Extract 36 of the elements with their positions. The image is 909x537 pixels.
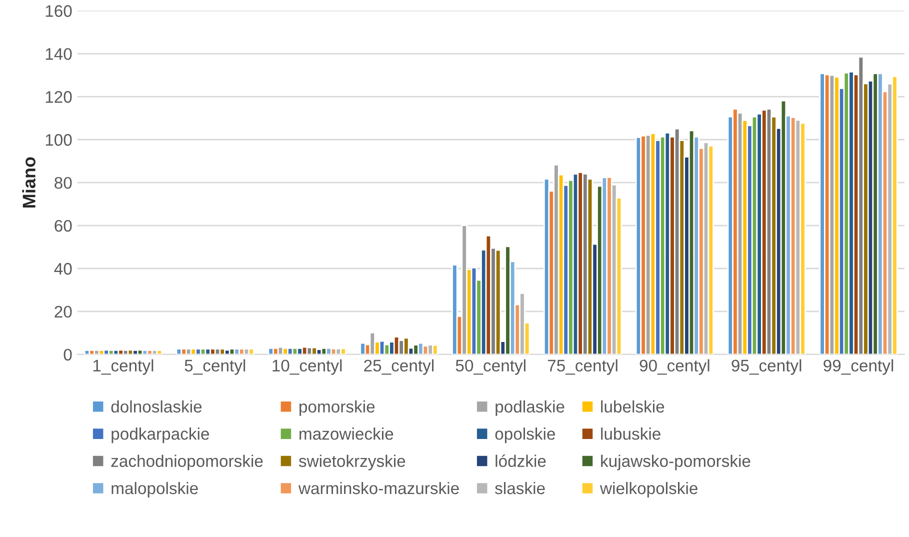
legend-label: kujawsko-pomorskie [601,454,750,470]
y-tick-label: 100 [46,134,72,146]
y-tick-label: 20 [54,306,72,318]
legend-label: swietokrzyskie [298,454,406,470]
legend-label: warminsko-mazurskie [298,482,459,494]
legend-label: pomorskie [300,400,375,416]
x-tick-label: 25_centyl [364,359,434,375]
x-tick-label: 99_centyl [824,359,894,375]
x-tick-label: 75_centyl [548,359,618,375]
bar [452,264,458,354]
x-tick-label: 1_centyl [93,359,154,375]
x-tick-label: 90_centyl [640,359,710,375]
y-axis-title: Miano [22,157,36,208]
legend-label: malopolskie [112,482,198,498]
legend-label: podkarpackie [112,428,209,444]
legend-label: mazowieckie [300,428,394,440]
legend-label: wielkopolskie [600,482,698,498]
x-tick-label: 95_centyl [732,359,802,375]
legend-label: dolnoslaskie [111,400,202,413]
legend-label: slaskie [495,482,545,494]
legend-label: opolskie [495,428,555,444]
y-tick-label: 120 [46,91,72,103]
x-tick-label: 50_centyl [456,359,526,375]
y-tick-label: 160 [46,5,72,17]
legend-label: lubuskie [601,428,660,440]
y-tick-label: 60 [54,220,72,232]
legend-label: lubelskie [601,400,664,413]
y-tick-label: 0 [64,348,72,361]
y-tick-label: 80 [54,176,72,189]
x-tick-label: 10_centyl [272,359,342,375]
y-tick-label: 140 [46,48,72,60]
y-tick-label: 40 [54,262,72,275]
x-tick-label: 5_centyl [184,359,246,375]
legend-label: podlaskie [496,400,564,416]
legend-label: lódzkie [496,454,546,467]
legend-label: zachodniopomorskie [111,454,263,470]
